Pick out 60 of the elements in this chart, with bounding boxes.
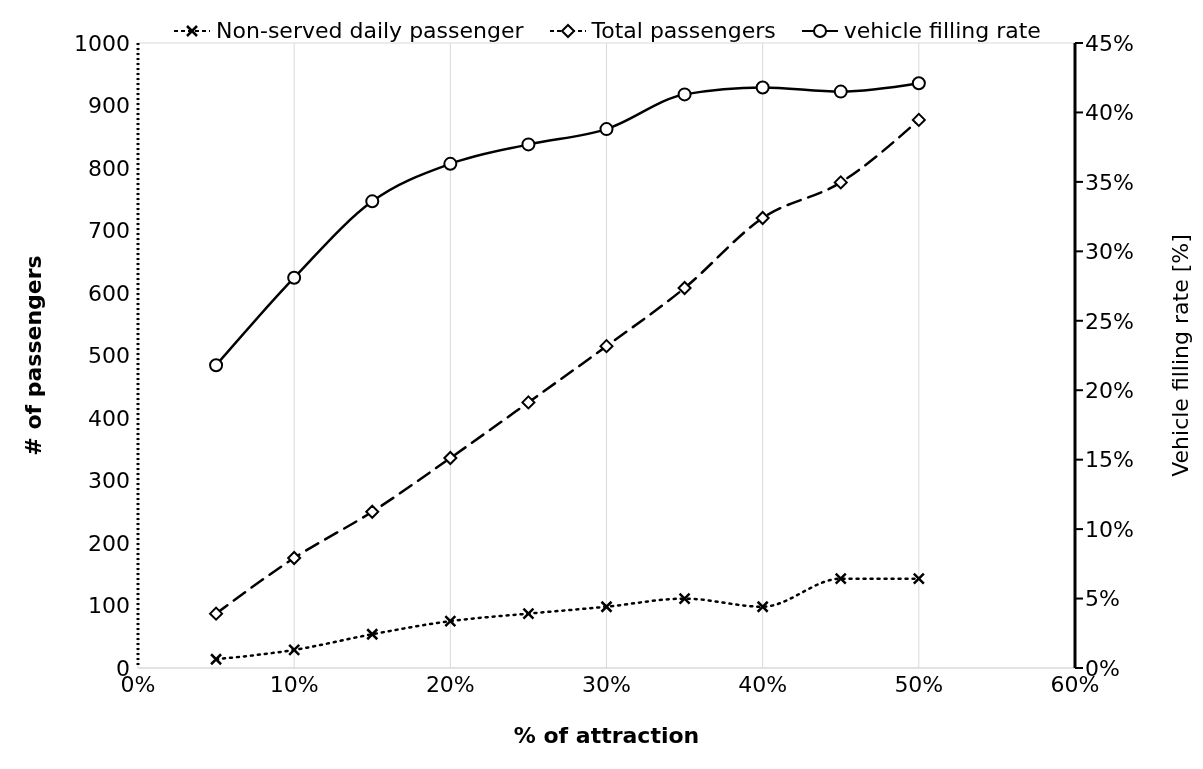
point [443,156,458,171]
y-axis-title: # of passengers [20,255,46,456]
point [833,175,848,190]
point [366,628,379,641]
y-tick-label: 300 [88,468,130,494]
point [287,551,302,565]
point [599,122,614,137]
y-tick-label: 500 [88,343,130,369]
legend-label: vehicle filling rate [843,18,1041,43]
point [677,281,692,295]
y2-tick-label: 20% [1085,378,1134,404]
y2-axis-title: Vehicle filling rate [%] [1167,234,1193,477]
y2-tick-label: 15% [1085,447,1134,473]
point [599,339,614,354]
point [911,112,926,127]
point [834,572,847,585]
point [755,80,770,95]
x-tick-label: 50% [894,671,944,697]
y2-tick-label: 40% [1085,100,1134,126]
y-tick-label: 900 [88,93,130,119]
y-tick-label: 1000 [74,30,130,56]
point [287,270,302,285]
y2-tick-label: 5% [1085,586,1120,612]
y2-tick-label: 35% [1085,169,1134,195]
y-tick-label: 100 [88,593,130,619]
point [209,606,224,621]
y2-tick-label: 45% [1085,30,1134,56]
y-tick-label: 700 [88,218,130,244]
point [912,572,926,585]
x-tick-label: 30% [582,671,631,697]
point [756,600,769,613]
point [755,211,770,225]
point [209,653,223,666]
y2-tick-label: 25% [1085,308,1134,334]
point [287,643,301,657]
point [209,358,224,373]
x-tick-label: 40% [738,671,788,697]
point [443,451,458,465]
y-tick-label: 200 [88,530,130,556]
legend-label: Non-served daily passenger [216,18,524,43]
point [677,87,692,102]
point [365,504,380,519]
point [365,194,380,209]
point [600,600,613,613]
y-tick-label: 800 [88,155,130,181]
y-tick-label: 400 [88,405,130,431]
x-tick-label: 20% [425,671,475,697]
point [911,76,926,91]
point [833,84,848,99]
point [522,607,535,620]
point [444,614,457,628]
y2-tick-label: 10% [1085,516,1134,542]
x-tick-label: 10% [269,671,319,697]
x-axis-title: % of attraction [513,723,700,748]
point [678,592,691,605]
legend-label: Total passengers [591,18,776,43]
y2-tick-label: 30% [1085,239,1134,265]
y-tick-label: 600 [88,280,130,306]
point [521,395,536,410]
point [521,137,536,152]
